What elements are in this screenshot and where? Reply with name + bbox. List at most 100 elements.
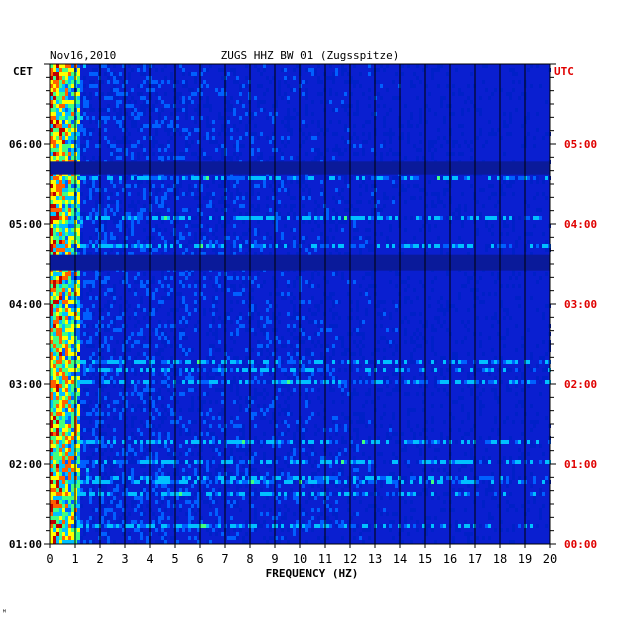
spectrogram-cell: [116, 140, 119, 144]
spectrogram-cell: [404, 332, 407, 336]
spectrogram-cell: [65, 192, 68, 196]
spectrogram-cell: [221, 148, 224, 152]
spectrogram-cell: [101, 412, 104, 416]
spectrogram-cell: [419, 380, 422, 384]
spectrogram-cell: [419, 108, 422, 112]
spectrogram-cell: [305, 124, 308, 128]
spectrogram-cell: [146, 344, 149, 348]
spectrogram-cell: [65, 412, 68, 416]
spectrogram-cell: [290, 316, 293, 320]
spectrogram-cell: [404, 240, 407, 244]
spectrogram-cell: [386, 392, 389, 396]
spectrogram-cell: [95, 120, 98, 124]
spectrogram-cell: [191, 400, 194, 404]
spectrogram-cell: [71, 140, 74, 144]
spectrogram-cell: [137, 320, 140, 324]
spectrogram-cell: [71, 288, 74, 292]
spectrogram-cell: [392, 180, 395, 184]
spectrogram-cell: [230, 384, 233, 388]
spectrogram-cell: [71, 404, 74, 408]
spectrogram-cell: [191, 368, 194, 372]
spectrogram-cell: [431, 328, 434, 332]
spectrogram-cell: [152, 140, 155, 144]
spectrogram-cell: [185, 80, 188, 84]
spectrogram-cell: [311, 380, 314, 384]
spectrogram-cell: [503, 336, 506, 340]
spectrogram-cell: [506, 384, 509, 388]
spectrogram-cell: [233, 380, 236, 384]
spectrogram-cell: [65, 116, 68, 120]
spectrogram-cell: [131, 104, 134, 108]
spectrogram-cell: [155, 328, 158, 332]
spectrogram-cell: [320, 380, 323, 384]
spectrogram-cell: [530, 404, 533, 408]
spectrogram-cell: [221, 76, 224, 80]
spectrogram-cell: [410, 336, 413, 340]
spectrogram-cell: [335, 132, 338, 136]
spectrogram-cell: [245, 192, 248, 196]
spectrogram-cell: [68, 192, 71, 196]
spectrogram-cell: [383, 368, 386, 372]
spectrogram-cell: [230, 380, 233, 384]
spectrogram-cell: [311, 368, 314, 372]
spectrogram-cell: [185, 368, 188, 372]
spectrogram-cell: [254, 376, 257, 380]
spectrogram-cell: [185, 112, 188, 116]
spectrogram-cell: [131, 152, 134, 156]
spectrogram-cell: [266, 88, 269, 92]
spectrogram-cell: [410, 116, 413, 120]
spectrogram-cell: [128, 132, 131, 136]
spectrogram-cell: [92, 116, 95, 120]
spectrogram-cell: [302, 328, 305, 332]
spectrogram-cell: [536, 364, 539, 368]
spectrogram-cell: [437, 84, 440, 88]
spectrogram-cell: [65, 356, 68, 360]
spectrogram-cell: [239, 292, 242, 296]
spectrogram-cell: [59, 284, 62, 288]
spectrogram-cell: [329, 220, 332, 224]
spectrogram-cell: [107, 196, 110, 200]
spectrogram-cell: [77, 360, 80, 364]
spectrogram-cell: [59, 80, 62, 84]
spectrogram-cell: [182, 236, 185, 240]
spectrogram-cell: [302, 196, 305, 200]
spectrogram-cell: [287, 136, 290, 140]
spectrogram-cell: [503, 344, 506, 348]
spectrogram-cell: [404, 216, 407, 220]
spectrogram-cell: [176, 308, 179, 312]
spectrogram-cell: [341, 380, 344, 384]
spectrogram-cell: [50, 144, 53, 148]
spectrogram-cell: [95, 336, 98, 340]
spectrogram-cell: [341, 188, 344, 192]
spectrogram-cell: [155, 100, 158, 104]
spectrogram-cell: [218, 200, 221, 204]
spectrogram-cell: [59, 244, 62, 248]
spectrogram-cell: [350, 80, 353, 84]
spectrogram-cell: [401, 124, 404, 128]
spectrogram-cell: [419, 188, 422, 192]
spectrogram-cell: [281, 368, 284, 372]
spectrogram-cell: [353, 208, 356, 212]
spectrogram-cell: [77, 324, 80, 328]
spectrogram-cell: [236, 196, 239, 200]
spectrogram-cell: [272, 352, 275, 356]
spectrogram-cell: [359, 216, 362, 220]
spectrogram-cell: [128, 72, 131, 76]
spectrogram-cell: [182, 208, 185, 212]
spectrogram-cell: [92, 296, 95, 300]
spectrogram-cell: [515, 72, 518, 76]
spectrogram-cell: [359, 364, 362, 368]
spectrogram-cell: [164, 192, 167, 196]
spectrogram-cell: [233, 176, 236, 180]
spectrogram-cell: [62, 340, 65, 344]
spectrogram-cell: [107, 80, 110, 84]
spectrogram-cell: [512, 248, 515, 252]
spectrogram-cell: [332, 236, 335, 240]
spectrogram-cell: [131, 200, 134, 204]
spectrogram-cell: [467, 176, 470, 180]
spectrogram-cell: [371, 112, 374, 116]
spectrogram-cell: [245, 400, 248, 404]
spectrogram-cell: [125, 184, 128, 188]
spectrogram-cell: [170, 188, 173, 192]
